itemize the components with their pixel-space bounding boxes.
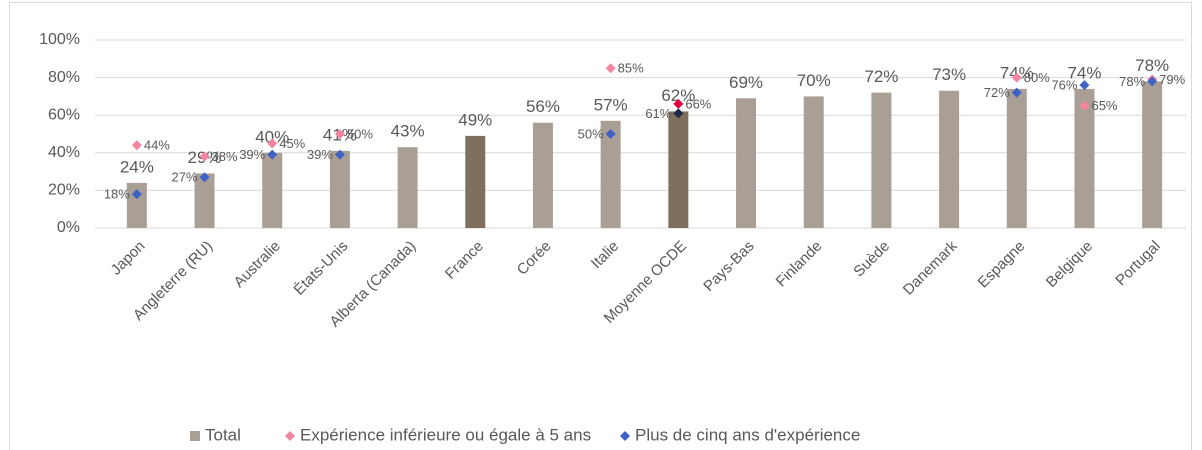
point-value-label: 61% — [645, 106, 671, 121]
legend-label: Plus de cinq ans d'expérience — [635, 425, 860, 444]
point-value-label: 39% — [239, 147, 265, 162]
x-tick-label: Pays-Bas — [700, 238, 757, 295]
bar — [1006, 88, 1027, 228]
point-value-label: 38% — [212, 149, 238, 164]
bar-value-label: 57% — [594, 95, 628, 114]
point-marker — [334, 149, 345, 160]
bar-value-label: 43% — [391, 122, 425, 141]
bar-value-label: 70% — [797, 71, 831, 90]
bar — [397, 147, 418, 228]
bar — [668, 111, 689, 228]
bar — [532, 122, 553, 228]
point-value-label: 18% — [104, 187, 130, 202]
bar-value-label: 74% — [1067, 63, 1101, 82]
x-tick-label: Australie — [231, 238, 284, 291]
bar — [803, 96, 824, 229]
bar — [736, 98, 757, 228]
y-tick-label: 80% — [48, 69, 80, 86]
point-value-label: 78% — [1119, 74, 1145, 89]
point-value-label: 45% — [279, 136, 305, 151]
bar — [262, 152, 283, 228]
point-marker — [1011, 72, 1022, 83]
legend-swatch — [620, 431, 630, 441]
x-tick-label: Italie — [588, 238, 622, 272]
point-marker — [1079, 80, 1090, 91]
point-value-label: 85% — [618, 61, 644, 76]
point-value-label: 39% — [307, 147, 333, 162]
y-tick-label: 40% — [48, 144, 80, 161]
x-tick-label: Portugal — [1112, 238, 1164, 290]
point-value-label: 80% — [1024, 70, 1050, 85]
bar — [939, 90, 960, 228]
legend-swatch — [285, 431, 295, 441]
bar-value-label: 62% — [661, 86, 695, 105]
bar — [871, 92, 892, 228]
x-tick-label: Belgique — [1043, 238, 1096, 291]
point-value-label: 27% — [172, 170, 198, 185]
x-tick-label: France — [442, 238, 487, 283]
point-marker — [1079, 100, 1090, 111]
x-tick-label: Finlande — [773, 238, 826, 291]
bar — [1142, 81, 1163, 228]
point-value-label: 50% — [347, 126, 373, 141]
bar-value-label: 24% — [120, 157, 154, 176]
point-value-label: 44% — [144, 138, 170, 153]
bar-value-label: 56% — [526, 97, 560, 116]
y-tick-label: 0% — [57, 219, 80, 236]
point-value-label: 66% — [685, 96, 711, 111]
point-marker — [1147, 76, 1158, 87]
point-marker — [673, 108, 684, 119]
bar-value-label: 69% — [729, 73, 763, 92]
legend-label: Expérience inférieure ou égale à 5 ans — [300, 425, 591, 444]
point-value-label: 79% — [1159, 72, 1185, 87]
point-marker — [673, 98, 684, 109]
bar-value-label: 40% — [255, 127, 289, 146]
bar-value-label: 72% — [864, 67, 898, 86]
point-marker — [199, 172, 210, 183]
point-value-label: 76% — [1051, 78, 1077, 93]
x-tick-label: Suède — [850, 238, 893, 281]
bar-value-label: 73% — [932, 65, 966, 84]
point-marker — [131, 140, 142, 151]
point-marker — [131, 189, 142, 200]
x-tick-label: États-Unis — [291, 238, 352, 299]
bar-value-label: 49% — [458, 110, 492, 129]
point-value-label: 50% — [578, 126, 604, 141]
x-tick-label: Corée — [514, 238, 555, 279]
point-marker — [605, 129, 616, 139]
x-tick-label: Danemark — [900, 237, 961, 298]
legend-label: Total — [205, 425, 241, 444]
point-marker — [1011, 87, 1022, 98]
bar — [194, 173, 215, 228]
bar — [600, 120, 621, 228]
chart-frame — [9, 2, 1192, 450]
point-marker — [605, 63, 616, 74]
y-tick-label: 100% — [39, 31, 80, 48]
point-value-label: 65% — [1091, 98, 1117, 113]
x-tick-label: Espagne — [975, 238, 1029, 292]
bar-value-label: 78% — [1135, 56, 1169, 75]
point-marker — [267, 138, 278, 149]
legend-swatch — [190, 431, 200, 441]
bar — [329, 150, 350, 228]
point-marker — [334, 129, 345, 139]
bar — [465, 135, 486, 228]
bar — [1074, 88, 1095, 228]
y-tick-label: 20% — [48, 182, 80, 199]
point-marker — [199, 151, 210, 162]
point-marker — [267, 149, 278, 160]
x-tick-label: Japon — [108, 238, 149, 279]
y-tick-label: 60% — [48, 106, 80, 123]
point-value-label: 72% — [984, 85, 1010, 100]
